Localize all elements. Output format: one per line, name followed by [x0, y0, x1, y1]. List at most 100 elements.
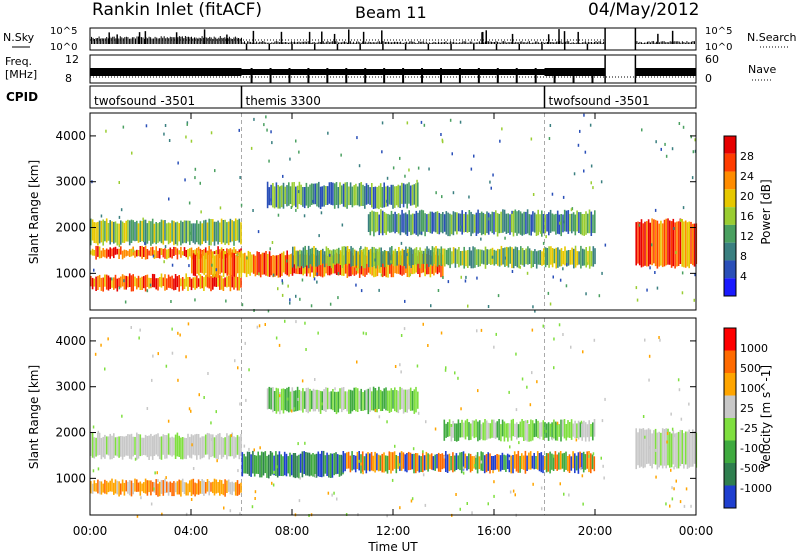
scatter-strip [401, 182, 403, 204]
scatter-strip [394, 387, 396, 412]
scatter-strip [157, 223, 159, 243]
scatter-strip [473, 456, 475, 469]
scatter-strip [530, 214, 532, 236]
scatter-strip [544, 247, 547, 268]
scatter-strip [169, 247, 172, 258]
scatter-strip [362, 248, 365, 268]
scatter-strip [203, 436, 205, 458]
scatter-strip [183, 220, 186, 243]
scatter-strip [540, 422, 543, 437]
scatter-strip [503, 209, 506, 232]
scatter-strip [567, 420, 569, 438]
scatter-point [386, 420, 388, 424]
scatter-strip [348, 389, 350, 414]
scatter-strip [414, 248, 416, 265]
scatter-strip [397, 255, 400, 274]
scatter-strip [240, 482, 242, 493]
scatter-strip [377, 454, 380, 472]
scatter-strip [212, 219, 214, 242]
scatter-point [434, 427, 437, 431]
scatter-strip [384, 455, 387, 472]
scatter-strip [563, 419, 566, 439]
scatter-strip [134, 478, 136, 492]
scatter-strip [485, 454, 488, 473]
scatter-strip [532, 211, 534, 232]
scatter-strip [233, 482, 235, 492]
scatter-strip [514, 423, 516, 437]
scatter-strip [136, 249, 138, 257]
scatter-point [394, 444, 396, 448]
scatter-point [656, 466, 659, 470]
scatter-point [428, 167, 430, 171]
scatter-strip [248, 451, 251, 476]
scatter-point [590, 164, 593, 168]
scatter-point [452, 191, 455, 195]
scatter-strip [272, 183, 274, 208]
scatter-strip [329, 453, 332, 478]
scatter-strip [306, 249, 308, 266]
scatter-point [277, 287, 279, 291]
chart-title: Rankin Inlet (fitACF) [92, 0, 262, 20]
scatter-strip [389, 247, 391, 266]
scatter-strip [144, 275, 147, 292]
scatter-strip [146, 249, 149, 260]
scatter-strip [433, 247, 435, 264]
scatter-strip [309, 388, 311, 412]
scatter-strip [153, 274, 156, 288]
nave-tick-low: 0 [705, 72, 712, 85]
scatter-strip [401, 387, 403, 409]
scatter-strip [481, 249, 483, 264]
scatter-point [190, 139, 193, 143]
scatter-strip [160, 219, 163, 244]
scatter-point [454, 371, 456, 375]
scatter-strip [309, 184, 311, 207]
scatter-strip [253, 455, 256, 477]
scatter-strip [547, 453, 550, 472]
scatter-strip [562, 214, 564, 233]
scatter-point [417, 166, 420, 170]
scatter-strip [503, 421, 506, 442]
scatter-strip [374, 186, 377, 209]
scatter-strip [526, 455, 528, 471]
scatter-strip [224, 251, 226, 256]
scatter-strip [461, 419, 463, 438]
freq-panel: Freq. [MHz] 12 8 60 0 Nave [5, 53, 776, 85]
scatter-strip [327, 248, 329, 267]
scatter-strip [438, 212, 441, 235]
colorbar-swatch [724, 171, 736, 190]
scatter-strip [542, 214, 545, 234]
scatter-point [355, 283, 357, 287]
scatter-strip [102, 483, 104, 493]
scatter-strip [153, 223, 156, 243]
scatter-strip [100, 220, 103, 243]
scatter-strip [277, 388, 279, 412]
scatter-strip [203, 277, 205, 291]
scatter-strip [450, 456, 452, 471]
scatter-strip [456, 212, 458, 235]
scatter-strip [693, 223, 696, 267]
scatter-strip [241, 452, 244, 477]
scatter-strip [219, 479, 221, 496]
scatter-strip [204, 219, 207, 243]
freq-tick-low: 8 [65, 72, 72, 85]
scatter-strip [406, 183, 408, 209]
scatter-strip [278, 451, 281, 476]
scatter-strip [293, 390, 295, 412]
scatter-strip [576, 423, 578, 438]
scatter-strip [176, 481, 179, 495]
scatter-strip [461, 210, 463, 235]
scatter-strip [360, 249, 363, 267]
scatter-strip [215, 249, 218, 255]
scatter-point [480, 328, 483, 332]
scatter-point [531, 328, 534, 332]
scatter-point [263, 123, 265, 127]
scatter-strip [181, 251, 184, 256]
scatter-strip [560, 214, 562, 237]
scatter-strip [578, 251, 580, 265]
scatter-strip [452, 452, 454, 473]
scatter-point [477, 389, 479, 393]
scatter-strip [470, 250, 473, 269]
scatter-strip [130, 480, 133, 497]
scatter-strip [319, 453, 321, 477]
scatter-strip [483, 455, 486, 474]
